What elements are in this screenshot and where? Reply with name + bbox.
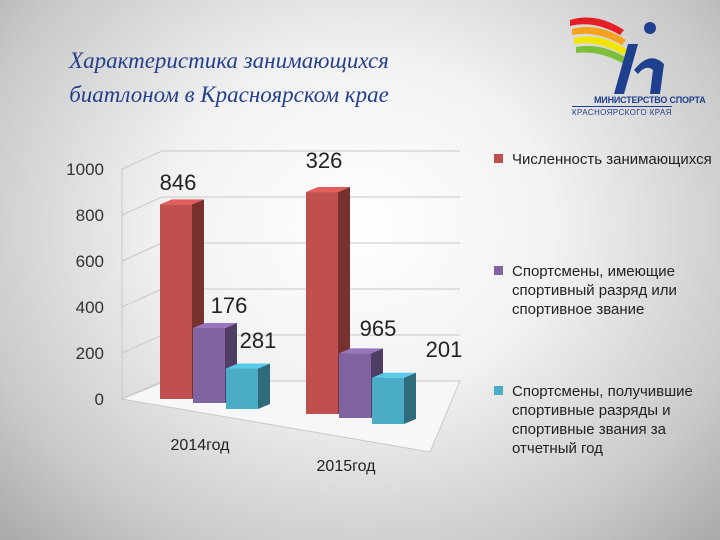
legend-swatch — [494, 266, 503, 275]
bar-front — [226, 368, 258, 409]
chart-data-labels: 846 326 176 965 281 201 — [160, 148, 463, 362]
bar-top — [226, 363, 270, 369]
y-tick-label: 200 — [76, 344, 104, 363]
bar-side — [258, 363, 270, 409]
y-tick-label: 400 — [76, 298, 104, 317]
ministry-logo-icon — [570, 17, 664, 94]
data-label: 176 — [211, 293, 248, 318]
chart-title-line-2: биатлоном в Красноярском крае — [69, 82, 389, 107]
bar-side — [404, 372, 416, 424]
bar-front — [160, 204, 192, 399]
data-label: 326 — [306, 148, 343, 173]
logo-stripe-orange — [572, 27, 626, 45]
logo-divider — [572, 106, 672, 107]
legend-label: Численность занимающихся — [512, 151, 712, 168]
logo-stripe-red — [570, 17, 624, 35]
x-axis-categories: 2014год 2015год — [171, 437, 377, 475]
gridline-diagonal — [121, 288, 163, 308]
logo-head — [644, 22, 656, 34]
bar-top — [372, 372, 416, 378]
legend-label: Спортсмены, имеющие спортивный разряд ил… — [512, 263, 677, 318]
data-label: 846 — [160, 170, 197, 195]
chart-title-line-1: Характеристика занимающихся — [69, 48, 389, 73]
logo-text-ministry: МИНИСТЕРСТВО СПОРТА — [594, 95, 706, 105]
logo-text-region: КРАСНОЯРСКОГО КРАЯ — [572, 108, 672, 117]
x-category-label: 2015год — [317, 458, 377, 475]
data-label: 965 — [360, 316, 397, 341]
gridline-diagonal — [121, 150, 163, 170]
bar-top — [306, 187, 350, 193]
gridline-diagonal — [121, 196, 163, 216]
x-category-label: 2014год — [171, 437, 231, 454]
data-label: 281 — [240, 328, 277, 353]
logo-figure — [614, 44, 664, 94]
gridline-diagonal — [121, 380, 163, 400]
bar-top — [339, 348, 383, 354]
bar-front — [339, 353, 371, 418]
logo-stripe-yellow — [574, 36, 628, 55]
chart-bars — [160, 187, 416, 424]
y-axis-ticks: 0 200 400 600 800 1000 — [66, 160, 104, 409]
bar-3-2015год — [372, 372, 416, 424]
bar-front — [193, 328, 225, 403]
y-tick-label: 0 — [95, 390, 104, 409]
gridline-diagonal — [121, 334, 163, 354]
y-tick-label: 600 — [76, 252, 104, 271]
y-tick-label: 1000 — [66, 160, 104, 179]
legend-label: Спортсмены, получившие спортивные разряд… — [512, 383, 693, 457]
y-tick-label: 800 — [76, 206, 104, 225]
chart-title: Характеристика занимающихся биатлоном в … — [14, 44, 444, 112]
bar-top — [160, 199, 204, 205]
gridline-diagonal — [121, 242, 163, 262]
bar-front — [306, 192, 338, 414]
bar-top — [193, 323, 237, 329]
bar-3-2014год — [226, 363, 270, 409]
legend-swatch — [494, 154, 503, 163]
legend-swatch — [494, 386, 503, 395]
logo-stripe-green — [576, 45, 630, 65]
data-label: 201 — [426, 337, 463, 362]
bar-front — [372, 377, 404, 424]
